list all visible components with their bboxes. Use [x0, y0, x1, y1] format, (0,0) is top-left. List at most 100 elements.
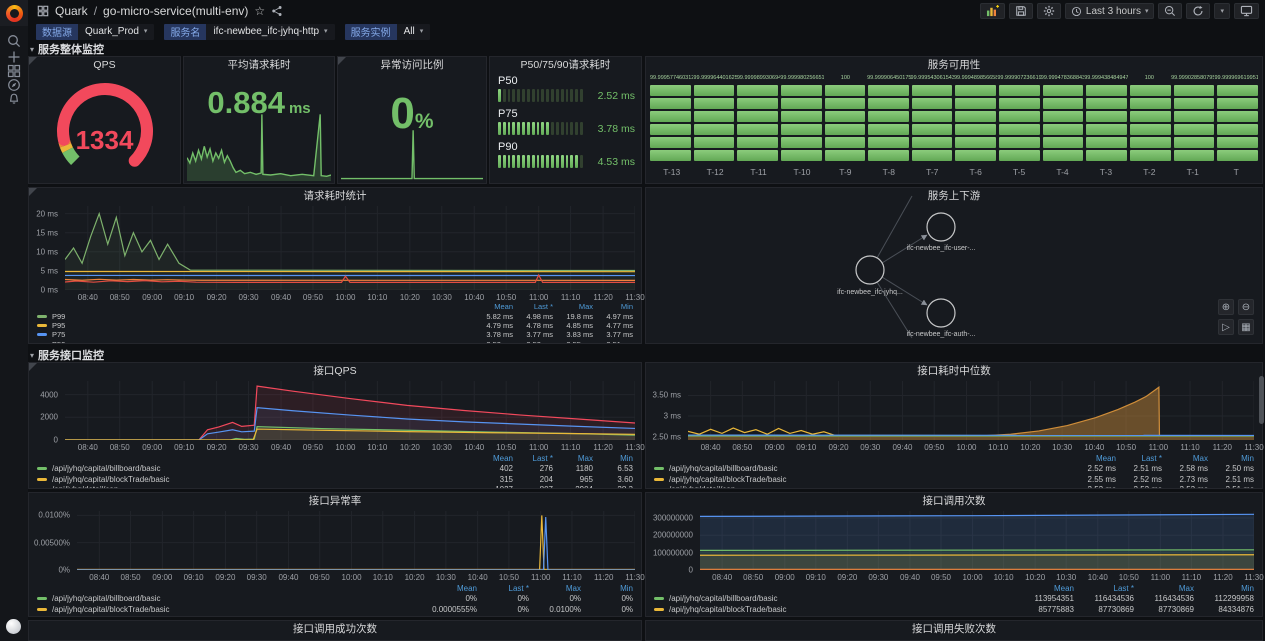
legend-sort-Mean[interactable]: Mean	[1053, 583, 1074, 593]
variable-value-dropdown[interactable]: ifc-newbee_ifc-jyhq-http ▾	[206, 23, 335, 40]
panel-title[interactable]: 接口耗时中位数	[917, 365, 991, 377]
legend-row[interactable]: /api/jyhq/detail/cap1027807290428.3	[37, 485, 633, 488]
availability-cell	[780, 98, 822, 109]
legend-sort-Min[interactable]: Min	[620, 583, 633, 593]
legend-row[interactable]: P75 3.78 ms 3.77 ms 3.83 ms 3.77 ms	[37, 330, 633, 339]
zoom-in-button[interactable]: ⊕	[1218, 299, 1234, 315]
legend-row[interactable]: /api/jyhq/capital/blockTrade/basic 0.0000…	[37, 604, 633, 615]
legend-sort-Last[interactable]: Last *	[1113, 583, 1134, 593]
api-latency-median-chart[interactable]	[688, 381, 1254, 440]
x-tick: 10:10	[367, 443, 388, 452]
layout-grid-button[interactable]: ▦	[1238, 319, 1254, 335]
breadcrumb-site[interactable]: Quark	[55, 4, 88, 18]
legend-header: Mean Last * Max Min	[37, 302, 633, 311]
variable-service[interactable]: 服务名 ifc-newbee_ifc-jyhq-http ▾	[164, 23, 335, 40]
legend-row[interactable]: P99 5.82 ms 4.98 ms 19.8 ms 4.97 ms	[37, 311, 633, 321]
panel-title[interactable]: 服务可用性	[927, 59, 981, 71]
legend-sort-Min[interactable]: Min	[620, 302, 633, 312]
add-panel-button[interactable]	[979, 3, 1005, 19]
legend-sort-Min[interactable]: Min	[620, 453, 633, 463]
alerting-bell-icon[interactable]	[7, 92, 21, 106]
panel-info-corner[interactable]	[338, 57, 346, 65]
panel-title[interactable]: 接口调用失败次数	[912, 623, 996, 635]
legend-sort-Min[interactable]: Min	[1241, 583, 1254, 593]
share-icon[interactable]	[271, 5, 283, 17]
legend-row[interactable]: /api/jyhq/capital/blockTrade/basic 857758…	[654, 604, 1254, 615]
grafana-logo[interactable]	[0, 0, 28, 26]
zoom-out-button[interactable]: ⊖	[1238, 299, 1254, 315]
panel-title[interactable]: 异常访问比例	[380, 59, 444, 71]
create-plus-icon[interactable]	[7, 50, 21, 64]
variable-instance[interactable]: 服务实例 All ▾	[344, 23, 431, 40]
scrollbar-thumb[interactable]	[1259, 376, 1264, 424]
legend-row[interactable]: /api/jyhq/detail/cap2.52 ms2.52 ms2.53 m…	[654, 485, 1254, 488]
legend-row[interactable]: /api/jyhq/capital/blockTrade/basic 315 204…	[37, 474, 633, 485]
legend-sort-Mean[interactable]: Mean	[494, 302, 513, 312]
legend-sort-Max[interactable]: Max	[565, 583, 581, 593]
panel-title[interactable]: 平均请求耗时	[227, 59, 291, 71]
search-icon[interactable]	[7, 34, 21, 48]
latency-stats-chart[interactable]	[65, 206, 635, 290]
panel-title[interactable]: 接口QPS	[313, 365, 357, 377]
api-calls-chart[interactable]	[700, 511, 1254, 570]
legend-sort-Last[interactable]: Last *	[508, 583, 529, 593]
x-tick: 10:50	[1116, 443, 1137, 452]
refresh-button[interactable]	[1186, 3, 1211, 19]
topology-node-upstream[interactable]	[926, 212, 956, 242]
legend-sort-Last[interactable]: Last *	[533, 302, 553, 312]
legend-row[interactable]: /api/jyhq/capital/blockTrade/basic 2.55 m…	[654, 474, 1254, 485]
panel-title[interactable]: 请求耗时统计	[303, 190, 367, 202]
legend-row[interactable]: /api/jyhq/detail/cap0.0000555%0%0.0100%0…	[37, 615, 633, 616]
help-bubble[interactable]	[6, 619, 21, 634]
time-picker-button[interactable]: Last 3 hours ▾	[1064, 3, 1155, 19]
dashboards-icon[interactable]	[7, 64, 21, 78]
panel-title[interactable]: 接口调用次数	[922, 495, 986, 507]
legend-sort-Max[interactable]: Max	[1192, 453, 1208, 463]
api-error-rate-chart[interactable]	[77, 511, 635, 570]
variable-value-dropdown[interactable]: All ▾	[396, 23, 431, 40]
panel-title[interactable]: 接口异常率	[308, 495, 362, 507]
legend-sort-Max[interactable]: Max	[1178, 583, 1194, 593]
availability-cell	[1130, 137, 1171, 148]
zoom-out-button[interactable]	[1158, 3, 1183, 19]
pan-button[interactable]: ▷	[1218, 319, 1234, 335]
panel-title[interactable]: 服务上下游	[927, 190, 981, 202]
legend-sort-Max[interactable]: Max	[578, 302, 593, 312]
legend-row[interactable]: P95 4.79 ms 4.78 ms 4.85 ms 4.77 ms	[37, 321, 633, 330]
row-header-overall[interactable]: ▾ 服务整体监控	[30, 44, 105, 56]
breadcrumb-dashboard-title[interactable]: go-micro-service(multi-env)	[103, 4, 249, 18]
legend-sort-Last[interactable]: Last *	[532, 453, 553, 463]
service-topology-graph[interactable]: ifc-newbee_ifc-jyhq... ifc-newbee_ifc-us…	[646, 188, 1262, 343]
api-qps-chart[interactable]	[65, 381, 635, 440]
legend-row[interactable]: /api/jyhq/capital/billboard/basic 1139543…	[654, 594, 1254, 605]
star-icon[interactable]: ☆	[254, 4, 266, 18]
row-header-interface[interactable]: ▾ 服务接口监控	[30, 350, 105, 362]
panel-title[interactable]: P50/75/90请求耗时	[520, 59, 611, 71]
legend-sort-Mean[interactable]: Mean	[492, 453, 513, 463]
variable-datasource[interactable]: 数据源 Quark_Prod ▾	[36, 23, 155, 40]
panel-info-corner[interactable]	[29, 363, 37, 371]
legend-row[interactable]: /api/jyhq/capital/billboard/basic 0% 0% 0% 0…	[37, 594, 633, 605]
legend-sort-Mean[interactable]: Mean	[1095, 453, 1116, 463]
legend-sort-Last[interactable]: Last *	[1141, 453, 1162, 463]
kiosk-mode-button[interactable]	[1234, 3, 1259, 19]
legend-sort-Max[interactable]: Max	[577, 453, 593, 463]
dashboard-settings-button[interactable]	[1036, 3, 1061, 19]
topology-node-downstream[interactable]	[926, 298, 956, 328]
topology-node-center[interactable]	[855, 255, 885, 285]
legend-row[interactable]: /api/jyhq/detail/cap31430572032057570832…	[654, 615, 1254, 616]
panel-info-corner[interactable]	[29, 57, 37, 65]
panel-title[interactable]: 接口调用成功次数	[293, 623, 377, 635]
save-dashboard-button[interactable]	[1008, 3, 1033, 19]
legend-sort-Min[interactable]: Min	[1241, 453, 1254, 463]
panel-info-corner[interactable]	[29, 188, 37, 196]
refresh-interval-dropdown[interactable]: ▾	[1214, 3, 1230, 19]
legend-row[interactable]: /api/jyhq/capital/billboard/basic 2.52 ms…	[654, 464, 1254, 475]
explore-compass-icon[interactable]	[7, 78, 21, 92]
legend-row[interactable]: /api/jyhq/capital/billboard/basic 402 276 1…	[37, 464, 633, 475]
panel-title[interactable]: QPS	[93, 59, 116, 71]
variable-value-dropdown[interactable]: Quark_Prod ▾	[78, 23, 155, 40]
legend-sort-Mean[interactable]: Mean	[456, 583, 477, 593]
availability-cell	[737, 124, 778, 135]
